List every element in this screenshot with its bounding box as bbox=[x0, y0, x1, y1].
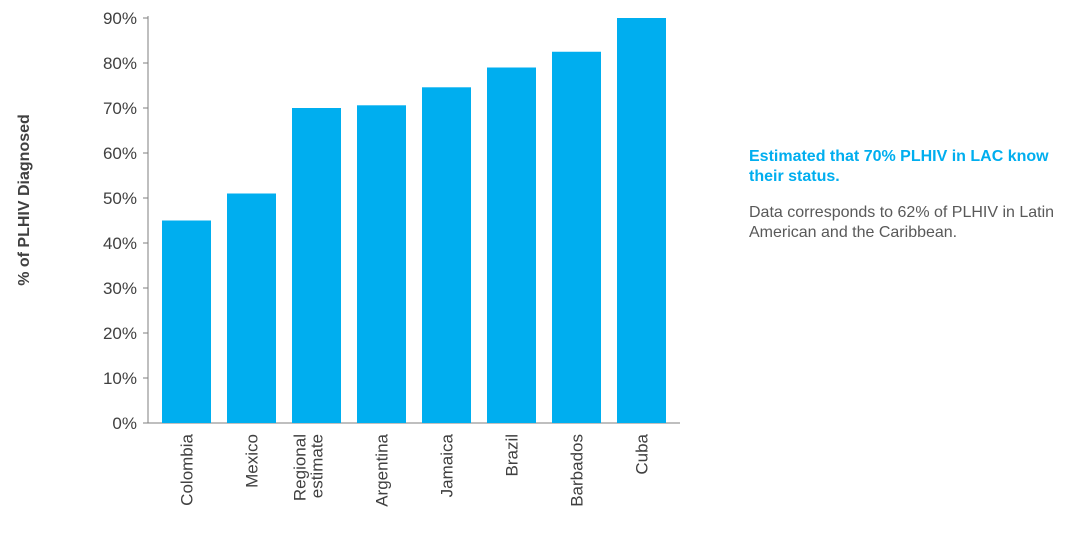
bar bbox=[292, 108, 341, 423]
x-category-label-line: Barbados bbox=[568, 434, 587, 507]
bar bbox=[357, 105, 406, 424]
x-category-label-line: Brazil bbox=[503, 434, 522, 477]
x-category-label-line: estimate bbox=[308, 434, 327, 498]
y-tick-label: 80% bbox=[103, 54, 137, 73]
y-tick-label: 60% bbox=[103, 144, 137, 163]
x-category-label: Cuba bbox=[633, 433, 652, 474]
y-tick-label: 20% bbox=[103, 324, 137, 343]
bar bbox=[162, 220, 211, 423]
x-category-label: Brazil bbox=[503, 434, 522, 477]
bar bbox=[227, 193, 276, 423]
y-tick-label: 50% bbox=[103, 189, 137, 208]
bar bbox=[487, 67, 536, 423]
y-tick-label: 90% bbox=[103, 9, 137, 28]
x-category-label-line: Regional bbox=[291, 434, 310, 501]
annotation-body: Data corresponds to 62% of PLHIV in Lati… bbox=[749, 204, 1055, 241]
x-category-label: Mexico bbox=[243, 434, 262, 488]
bar bbox=[422, 87, 471, 424]
y-tick-label: 40% bbox=[103, 234, 137, 253]
bars bbox=[162, 18, 666, 424]
x-category-label-line: Jamaica bbox=[438, 433, 457, 497]
bar bbox=[552, 51, 601, 423]
x-category-label-line: Cuba bbox=[633, 433, 652, 474]
x-category-label: Colombia bbox=[178, 433, 197, 505]
x-category-label: Jamaica bbox=[438, 433, 457, 497]
annotation-title: Estimated that 70% PLHIV in LAC know the… bbox=[749, 148, 1049, 185]
x-category-label: Argentina bbox=[373, 433, 392, 506]
y-tick-labels: 0% 10% 20% 30% 40% 50% 60% 70% 80% 90% bbox=[103, 9, 148, 433]
y-tick-label: 70% bbox=[103, 99, 137, 118]
y-axis-title: % of PLHIV Diagnosed bbox=[16, 114, 33, 286]
y-tick-label: 10% bbox=[103, 369, 137, 388]
x-category-label-line: Mexico bbox=[243, 434, 262, 488]
y-tick-label: 0% bbox=[112, 414, 137, 433]
annotation-box: Estimated that 70% PLHIV in LAC know the… bbox=[749, 147, 1079, 243]
y-axis-title-group: % of PLHIV Diagnosed bbox=[16, 114, 33, 286]
x-category-label: Barbados bbox=[568, 434, 587, 507]
x-category-label-line: Argentina bbox=[373, 433, 392, 506]
y-tick-label: 30% bbox=[103, 279, 137, 298]
bar bbox=[617, 18, 666, 423]
x-category-label-line: Colombia bbox=[178, 433, 197, 505]
